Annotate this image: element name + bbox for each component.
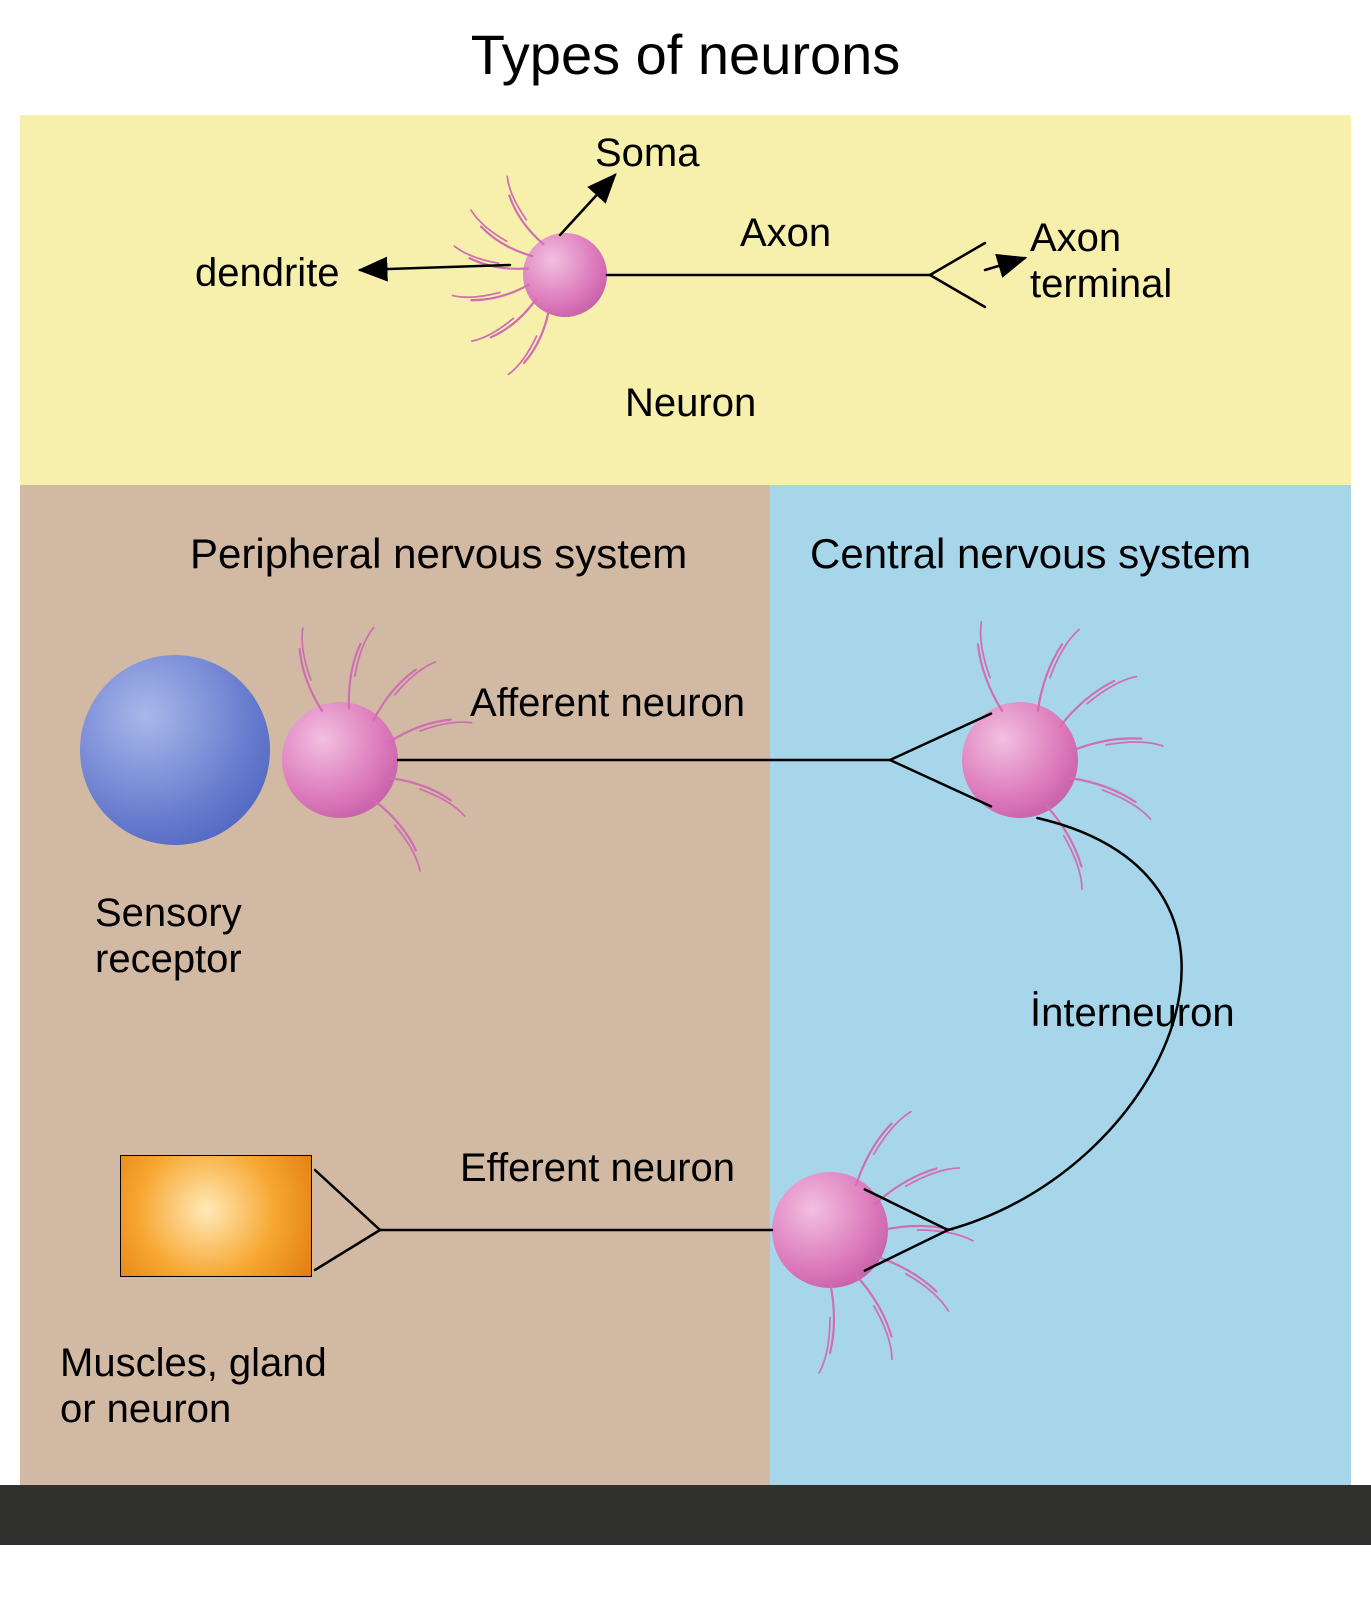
sensory-receptor-icon (80, 655, 270, 845)
label-pns: Peripheral nervous system (190, 530, 687, 578)
footer-site: www.shutterstock.com (1170, 1575, 1349, 1596)
label-efferent: Efferent neuron (460, 1145, 735, 1191)
label-muscles: Muscles, gland or neuron (60, 1340, 327, 1432)
footer-bar (0, 1485, 1371, 1545)
label-dendrite: dendrite (195, 250, 340, 296)
neuron-soma-icon (523, 233, 607, 317)
muscle-gland-icon (120, 1155, 312, 1277)
label-afferent: Afferent neuron (470, 680, 745, 726)
afferent-soma-icon (282, 702, 398, 818)
panel-pns (20, 485, 770, 1485)
panel-cns (770, 485, 1351, 1485)
footer-image-id: 2113283219 (1200, 1552, 1310, 1575)
label-axon: Axon (740, 210, 831, 256)
label-cns: Central nervous system (810, 530, 1251, 578)
label-interneuron: İnterneuron (1030, 990, 1235, 1036)
diagram-stage: Types of neurons Soma Axon dendrite Axon… (0, 0, 1371, 1600)
label-neuron: Neuron (625, 380, 756, 426)
label-soma: Soma (595, 130, 700, 176)
efferent-soma-icon (772, 1172, 888, 1288)
page-title: Types of neurons (0, 22, 1371, 87)
label-sensory: Sensory receptor (95, 890, 242, 982)
interneuron-soma-icon (962, 702, 1078, 818)
label-axon-terminal: Axon terminal (1030, 215, 1172, 307)
